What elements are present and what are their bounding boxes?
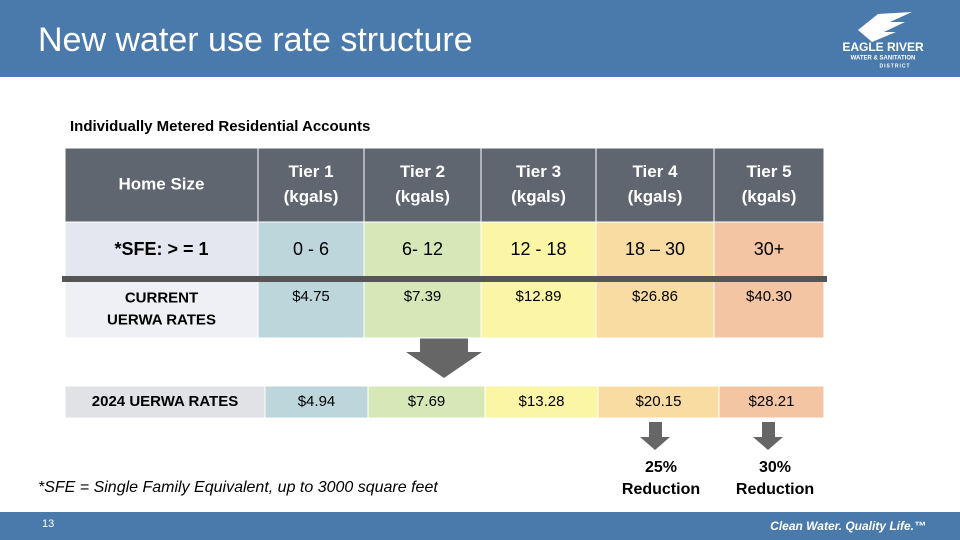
cell-text: $7.69: [408, 393, 446, 410]
cell-text: Tier 5: [746, 162, 791, 181]
cell-text: (kgals): [395, 187, 450, 206]
new-rate-cell: [718, 385, 825, 419]
row-divider: [62, 276, 827, 282]
arrow: [640, 422, 670, 450]
arrow: [753, 422, 783, 450]
reduction-text: 25%: [645, 459, 677, 476]
cell-text: (kgals): [284, 187, 339, 206]
header-cell: [595, 147, 715, 223]
subtitle: Individually Metered Residential Account…: [70, 118, 370, 135]
footer-bar: [0, 512, 960, 540]
logo-text: EAGLE RIVER: [842, 40, 924, 54]
cell-text: CURRENT: [125, 290, 198, 307]
cell-text: 2024 UERWA RATES: [92, 393, 238, 410]
table-cell: [713, 280, 825, 339]
header-cell: [363, 147, 482, 223]
header-cell: [64, 147, 259, 223]
cell-text: (kgals): [628, 187, 683, 206]
reduction-text: Reduction: [622, 481, 700, 498]
cell-text: $13.28: [519, 393, 565, 410]
cell-text: *SFE: > = 1: [114, 239, 208, 259]
cell-text: UERWA RATES: [107, 311, 216, 328]
cell-text: $4.94: [298, 393, 336, 410]
cell-text: $26.86: [632, 288, 678, 305]
new-rate-cell: [367, 385, 486, 419]
new-rate-cell: [484, 385, 599, 419]
cell-text: $20.15: [636, 393, 682, 410]
header-cell: [480, 147, 597, 223]
cell-text: Tier 1: [288, 162, 333, 181]
table-cell: [64, 221, 259, 279]
cell-text: 18 – 30: [625, 239, 685, 259]
header-bar: [0, 0, 960, 77]
reduction-text: 30%: [759, 459, 791, 476]
cell-text: Tier 2: [400, 162, 445, 181]
cell-text: 6- 12: [402, 239, 443, 259]
cell-text: $28.21: [749, 393, 795, 410]
table-cell: [257, 280, 365, 339]
logo-text: WATER & SANITATION: [851, 56, 916, 62]
cell-text: 30+: [754, 239, 785, 259]
logo-mark: [858, 12, 912, 42]
reduction-text: Reduction: [736, 481, 814, 498]
table-cell: [480, 221, 597, 279]
cell-text: (kgals): [742, 187, 797, 206]
table-cell: [363, 280, 482, 339]
arrow: [406, 328, 482, 378]
cell-text: $4.75: [292, 288, 330, 305]
footnote: *SFE = Single Family Equivalent, up to 3…: [38, 479, 438, 496]
cell-text: (kgals): [511, 187, 566, 206]
new-rate-cell: [597, 385, 720, 419]
header-cell: [257, 147, 365, 223]
new-rate-cell: [264, 385, 369, 419]
cell-text: Tier 4: [632, 162, 678, 181]
tagline: Clean Water. Quality Life.™: [770, 519, 926, 533]
cell-text: $40.30: [746, 288, 792, 305]
title: New water use rate structure: [38, 21, 473, 59]
logo-text: DISTRICT: [879, 63, 910, 69]
page-number: 13: [42, 518, 54, 530]
table-cell: [713, 221, 825, 279]
header-cell: [713, 147, 825, 223]
cell-text: $7.39: [404, 288, 442, 305]
cell-text: 0 - 6: [293, 239, 329, 259]
table-cell: [257, 221, 365, 279]
cell-text: $12.89: [516, 288, 562, 305]
cell-text: Home Size: [119, 174, 205, 193]
new-rate-cell: [64, 385, 266, 419]
cell-text: Tier 3: [516, 162, 561, 181]
cell-text: 12 - 18: [510, 239, 566, 259]
